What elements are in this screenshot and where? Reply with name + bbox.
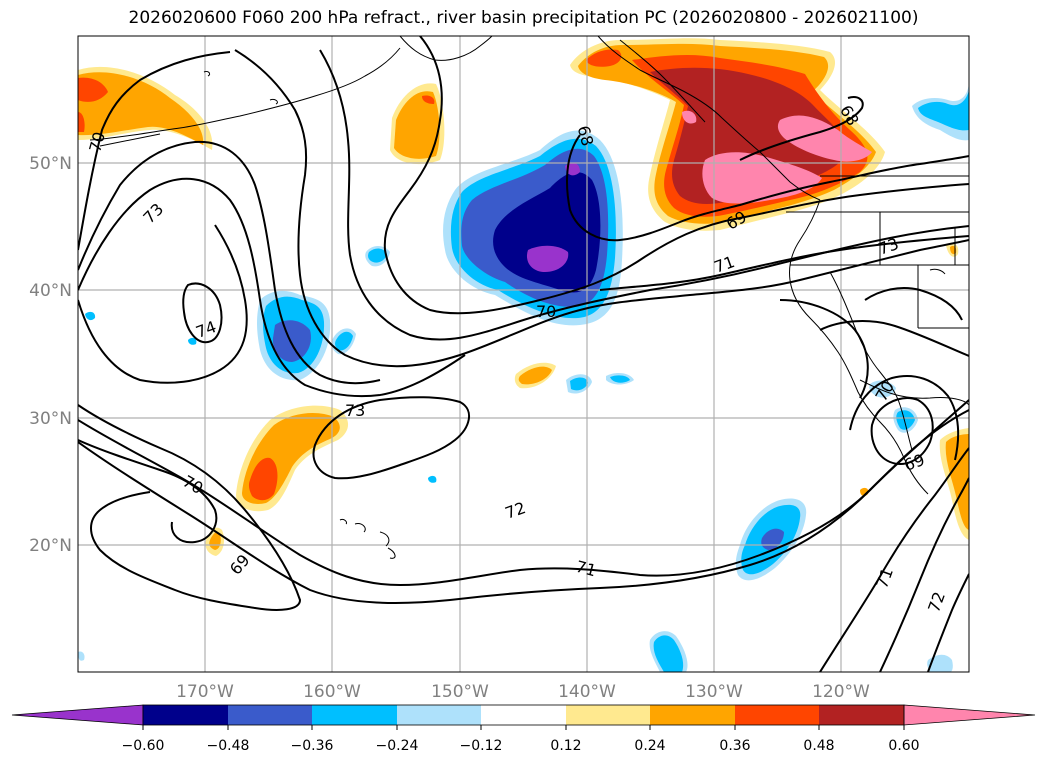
colorbar-label: −0.48: [207, 738, 250, 754]
lat-label: 20°N: [29, 536, 72, 556]
precip-shading: [78, 38, 969, 672]
colorbar-segment: [228, 705, 312, 725]
colorbar-label: −0.36: [291, 738, 334, 754]
graticule: [78, 36, 969, 672]
colorbar-segment: [903, 704, 1036, 726]
contour-label: 73: [345, 401, 365, 420]
contour-label: 68: [574, 123, 598, 148]
colorbar-segment: [566, 705, 650, 725]
colorbar-label: 0.12: [550, 738, 581, 754]
colorbar-segment: [143, 705, 228, 725]
map-frame: [77, 35, 970, 673]
contour-label: 71: [574, 557, 599, 581]
colorbar-label: 0.60: [888, 738, 919, 754]
lon-label: 130°W: [685, 682, 743, 702]
colorbar-segment: [650, 705, 735, 725]
colorbar-label: −0.60: [122, 738, 165, 754]
lon-label: 150°W: [431, 682, 489, 702]
lat-label: 40°N: [29, 281, 72, 301]
map-area: 70 73 74 73 70 69 70 72 71 68 69 71 73 7…: [78, 36, 969, 672]
colorbar-label: 0.36: [719, 738, 750, 754]
coastlines: [89, 36, 969, 559]
colorbar-segment: [397, 705, 481, 725]
lon-label: 160°W: [303, 682, 361, 702]
colorbar-segment: [735, 705, 819, 725]
colorbar-label: 0.24: [634, 738, 665, 754]
lat-label: 30°N: [29, 409, 72, 429]
colorbar-segment: [819, 705, 904, 725]
colorbar: −0.60 −0.48 −0.36 −0.24 −0.12 0.12 0.24 …: [11, 704, 1036, 754]
lon-label: 170°W: [176, 682, 234, 702]
colorbar-label: 0.48: [803, 738, 834, 754]
contour-label: 70: [536, 302, 556, 321]
lon-label: 120°W: [812, 682, 870, 702]
colorbar-segment: [11, 704, 144, 726]
colorbar-segment: [481, 705, 566, 725]
colorbar-ticks: [142, 725, 905, 730]
contour-label: 70: [85, 130, 109, 155]
longitude-labels: 170°W 160°W 150°W 140°W 130°W 120°W: [176, 682, 870, 702]
map-title: 2026020600 F060 200 hPa refract., river …: [128, 8, 919, 28]
colorbar-label: −0.24: [376, 738, 419, 754]
colorbar-label: −0.12: [460, 738, 503, 754]
lon-label: 140°W: [558, 682, 616, 702]
lat-label: 50°N: [29, 154, 72, 174]
latitude-labels: 50°N 40°N 30°N 20°N: [29, 154, 72, 556]
colorbar-segment: [312, 705, 397, 725]
refractivity-contours: [78, 36, 969, 672]
